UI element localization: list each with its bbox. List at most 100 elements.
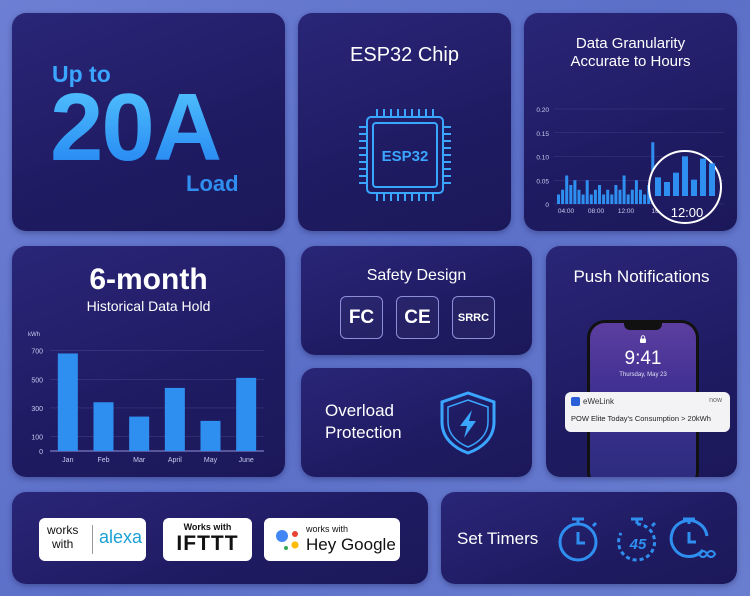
gran-bar: [622, 175, 626, 204]
ifttt-logo: IFTTT: [176, 532, 239, 555]
overload-line1: Overload: [325, 401, 394, 420]
notification-banner: eWeLink now POW Elite Today's Consumptio…: [565, 392, 730, 432]
google-logo: Hey Google: [306, 535, 396, 554]
gran-bar: [598, 185, 601, 204]
google-assistant-icon: [276, 530, 299, 550]
history-card: 6-month Historical Data Hold kWh Jan Feb M…: [12, 246, 285, 477]
y-tick-label: 700: [31, 349, 43, 356]
gran-bar: [634, 180, 638, 204]
history-bar: [57, 353, 78, 451]
notification-app: eWeLink: [583, 397, 614, 406]
overload-line2: Protection: [325, 423, 402, 442]
gran-bar: [581, 194, 585, 204]
gran-y-tick: 0.15: [536, 131, 549, 138]
push-card: Push Notifications 9:41 Thursday, May 23…: [546, 246, 737, 477]
gran-x-tick: 12:00: [618, 208, 635, 215]
x-tick-label: Feb: [97, 457, 109, 464]
alexa-works-with: works with: [47, 523, 78, 551]
zoom-time-label: 12:00: [671, 205, 704, 220]
chip-card: ESP32 Chip ESP32: [298, 13, 511, 231]
history-bar: [164, 387, 185, 451]
gran-bar: [626, 194, 630, 204]
countdown-value: 45: [629, 536, 647, 553]
chip-title: ESP32 Chip: [350, 44, 459, 66]
gran-bar: [643, 194, 647, 204]
loop-timer-icon: [669, 517, 717, 558]
safety-title: Safety Design: [366, 267, 467, 284]
gran-bar: [589, 194, 593, 204]
ifttt-works-with: Works with: [183, 522, 232, 532]
notification-time: now: [709, 397, 722, 404]
gran-bar: [565, 175, 569, 204]
history-chart: kWh Jan Feb Mar April May June 700 500 300 100 0: [28, 332, 264, 464]
works-with-card: works with alexa Works with IFTTT works …: [12, 492, 428, 584]
x-tick-label: June: [239, 457, 254, 464]
alexa-badge: works with alexa: [39, 518, 146, 561]
x-tick-label: April: [168, 457, 182, 464]
history-title: 6-month: [89, 263, 208, 296]
gran-bar: [561, 189, 565, 204]
granularity-title-line1: Data Granularity: [575, 35, 686, 52]
history-bar: [93, 402, 114, 451]
gran-bar: [577, 189, 581, 204]
gran-bar: [614, 185, 618, 204]
push-title: Push Notifications: [573, 267, 710, 286]
timers-card: Set Timers 45: [441, 492, 737, 584]
alexa-works-line2: with: [52, 537, 74, 551]
gran-y-tick: 0.10: [536, 155, 549, 162]
gran-bar: [569, 185, 573, 204]
countdown-icon: 45: [617, 517, 657, 562]
ifttt-badge: Works with IFTTT: [163, 518, 252, 561]
fcc-badge: FC: [340, 296, 383, 339]
zoom-bar: [709, 163, 715, 196]
alexa-works-line1: works: [47, 523, 79, 537]
overload-card: Overload Protection: [301, 368, 532, 477]
google-badge: works with Hey Google: [264, 518, 400, 561]
alexa-logo: alexa: [99, 527, 143, 547]
chip-icon: ESP32: [359, 109, 451, 201]
y-tick-label: 300: [31, 406, 43, 413]
granularity-title: Data Granularity Accurate to Hours: [524, 35, 737, 71]
y-tick-label: 0: [39, 449, 43, 456]
gran-bar: [639, 189, 642, 204]
gran-y-tick: 0: [545, 202, 549, 209]
app-icon: [571, 397, 580, 406]
google-works-with: works with: [306, 524, 349, 534]
zoom-bar: [664, 182, 670, 196]
granularity-title-line2: Accurate to Hours: [570, 53, 691, 70]
gran-bar: [593, 189, 597, 204]
granularity-card: Data Granularity Accurate to Hours 0.20 0…: [524, 13, 737, 231]
gran-bar: [630, 189, 634, 204]
alexa-divider: [92, 525, 93, 554]
gran-bar: [573, 180, 577, 204]
gran-bar: [647, 185, 651, 204]
zoom-bar: [682, 156, 688, 196]
gran-y-tick: 0.05: [536, 178, 549, 185]
timers-title: Set Timers: [457, 529, 539, 548]
zoom-bar: [673, 172, 679, 196]
gran-bar: [602, 194, 606, 204]
x-tick-label: May: [204, 457, 218, 464]
gran-bar: [610, 194, 614, 204]
y-tick-label: 500: [31, 377, 43, 384]
x-tick-label: Jan: [62, 457, 73, 464]
gran-bar: [618, 189, 622, 204]
chip-label: ESP32: [382, 148, 429, 165]
gran-bar: [606, 189, 610, 204]
gran-y-tick: 0.20: [536, 107, 549, 114]
gran-bar: [585, 180, 589, 204]
gran-x-tick: 04:00: [558, 208, 575, 215]
phone-time: 9:41: [624, 348, 662, 369]
zoom-bar: [655, 177, 661, 196]
phone-date: Thursday, May 23: [619, 372, 667, 378]
phone-notch: [624, 323, 662, 330]
srrc-badge: SRRC: [452, 296, 495, 339]
x-tick-label: Mar: [133, 457, 146, 464]
history-bar: [200, 420, 221, 451]
granularity-chart: 0.20 0.15 0.10 0.05 0 04:00 08:00 12:00 16: 12:0…: [536, 107, 724, 224]
history-subtitle: Historical Data Hold: [86, 298, 211, 314]
history-bar: [236, 377, 257, 451]
safety-card: Safety Design FC CE SRRC: [301, 246, 532, 355]
y-tick-label: 100: [31, 435, 43, 442]
lock-icon: [640, 335, 646, 343]
